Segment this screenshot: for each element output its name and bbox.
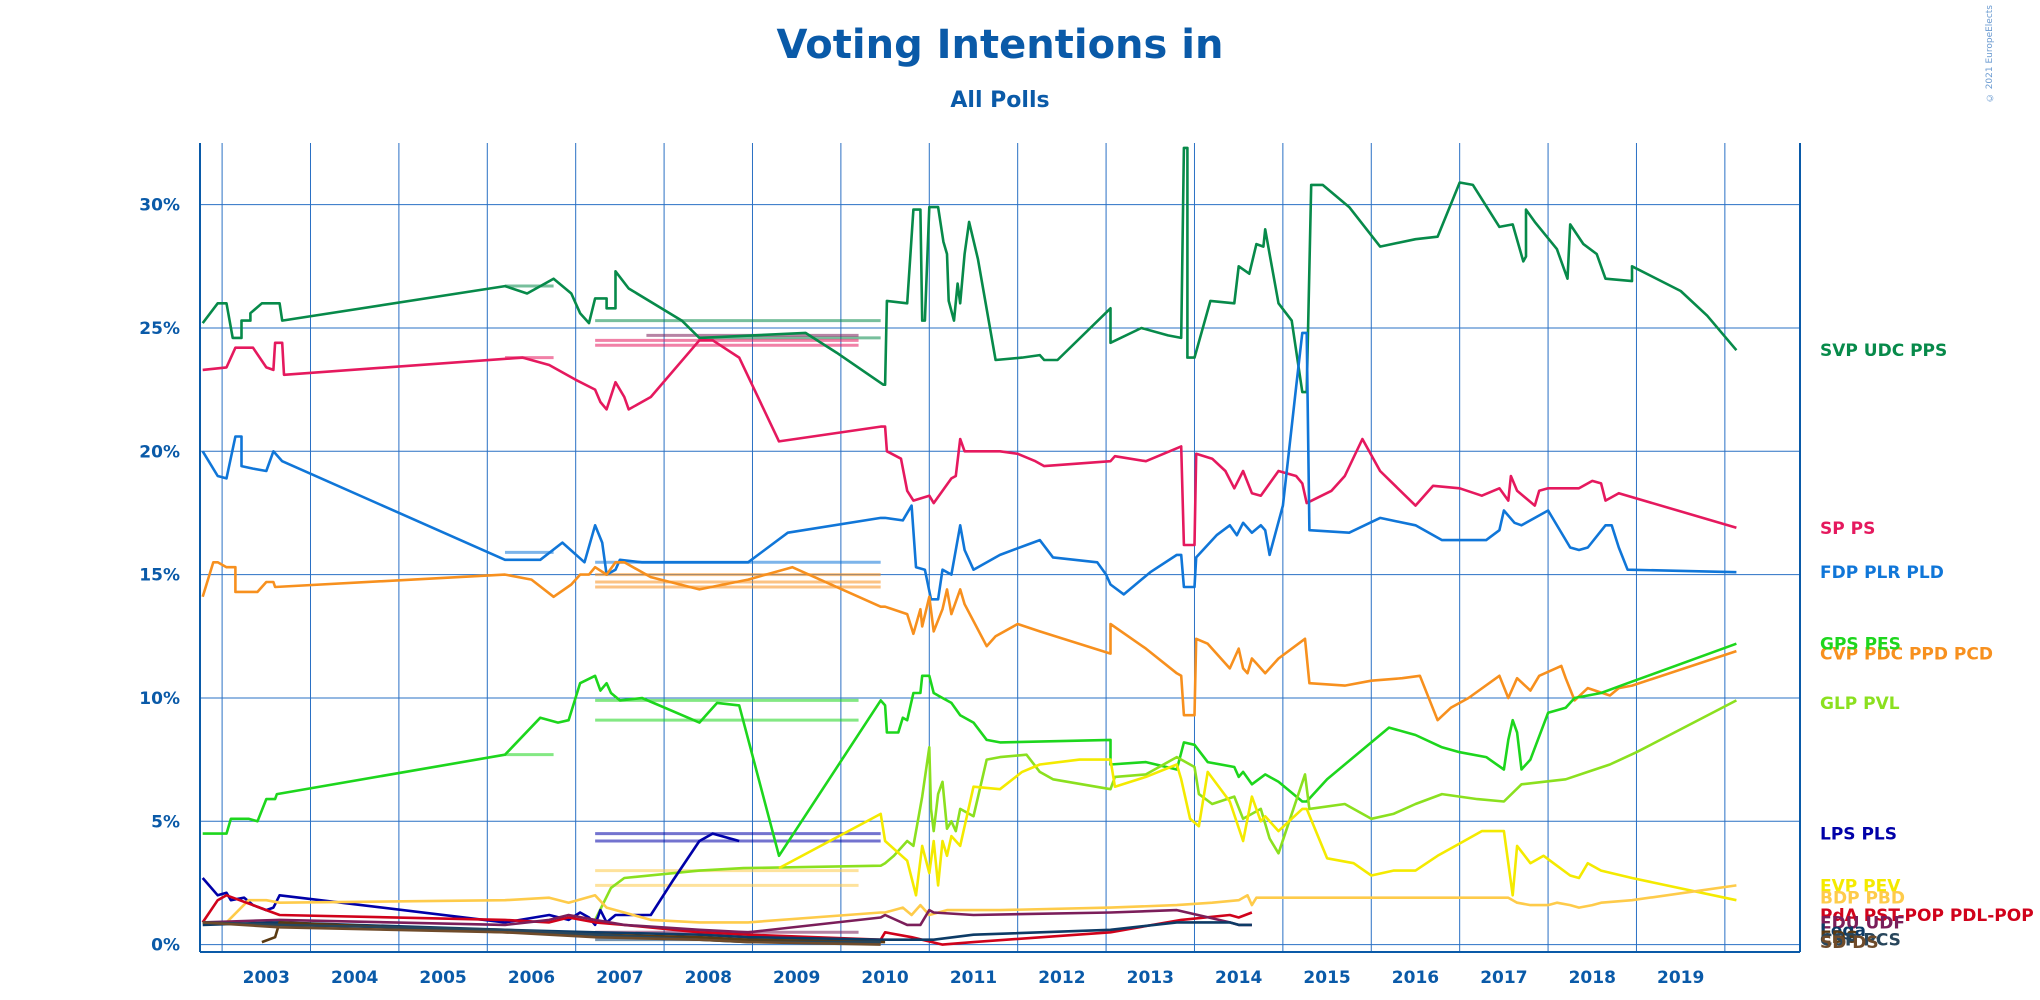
series-labels: SVP UDC PPS SP PS FDP PLR PLD CVP PDC PPD P… <box>1820 341 2040 953</box>
series-line <box>201 331 1737 601</box>
x-tick-label: 2006 <box>508 968 555 988</box>
x-tick-label: 2003 <box>243 968 290 988</box>
x-tick-label: 2014 <box>1215 968 1262 988</box>
series-line <box>201 561 1737 722</box>
series-line <box>201 146 1738 394</box>
x-tick-label: 2007 <box>596 968 643 988</box>
series-label: SD DS <box>1820 933 1879 953</box>
series-label: GLP PVL <box>1820 694 1900 714</box>
series-label: SVP UDC PPS <box>1820 341 1947 361</box>
series-label: LPS PLS <box>1820 825 1897 845</box>
series-line <box>593 699 1737 921</box>
series-label: CVP PDC PPD PCD <box>1820 645 1993 665</box>
y-tick-label: 30% <box>139 196 180 216</box>
x-tick-label: 2017 <box>1480 968 1527 988</box>
series-line <box>202 908 1252 934</box>
series-line <box>202 339 1737 547</box>
x-tick-label: 2008 <box>685 968 732 988</box>
series-label: FDP PLR PLD <box>1820 563 1944 583</box>
y-tick-label: 5% <box>151 812 180 832</box>
poll-average-bands <box>504 284 881 942</box>
series-label: BDP PBD <box>1820 889 1905 909</box>
series-label: SP PS <box>1820 519 1875 539</box>
x-tick-label: 2005 <box>419 968 466 988</box>
x-tick-label: 2018 <box>1569 968 1616 988</box>
series-label: Lega <box>1820 921 1866 941</box>
x-tick-label: 2019 <box>1657 968 1704 988</box>
series-line <box>201 832 740 927</box>
chart-title: Voting Intentions in <box>776 22 1224 68</box>
x-tick-label: 2015 <box>1303 968 1350 988</box>
chart-subtitle: All Polls <box>950 88 1050 113</box>
y-tick-label: 25% <box>139 319 180 339</box>
series-lines <box>201 146 1738 946</box>
x-tick-label: 2011 <box>950 968 997 988</box>
series-line <box>225 884 1737 924</box>
series-label: PdA PST-POP PDL-POP PSL <box>1820 906 2040 926</box>
series-line <box>202 921 881 946</box>
series-line <box>202 642 1737 858</box>
y-tick-label: 15% <box>139 566 180 586</box>
x-tick-label: 2016 <box>1392 968 1439 988</box>
x-tick-label: 2009 <box>773 968 820 988</box>
x-tick-label: 2004 <box>331 968 378 988</box>
x-tick-label: 2013 <box>1127 968 1174 988</box>
series-label: EVP PEV <box>1820 876 1901 896</box>
y-tick-label: 0% <box>151 936 180 956</box>
x-tick-label: 2012 <box>1038 968 1085 988</box>
x-tick-label: 2010 <box>861 968 908 988</box>
series-line <box>778 758 1737 902</box>
series-label: GPS PES <box>1820 635 1901 655</box>
series-label: EDU UDF <box>1820 913 1905 933</box>
y-tick-label: 20% <box>139 442 180 462</box>
chart-axes: 0% 5% 10% 15% 20% 25% 30% 2003 2004 2005 2006 2007 2… <box>139 143 1801 988</box>
series-label: CSP PCS <box>1820 931 1901 951</box>
chart-grid <box>200 143 1800 952</box>
y-tick-label: 10% <box>139 689 180 709</box>
series-label: EDS <box>1820 928 1858 948</box>
